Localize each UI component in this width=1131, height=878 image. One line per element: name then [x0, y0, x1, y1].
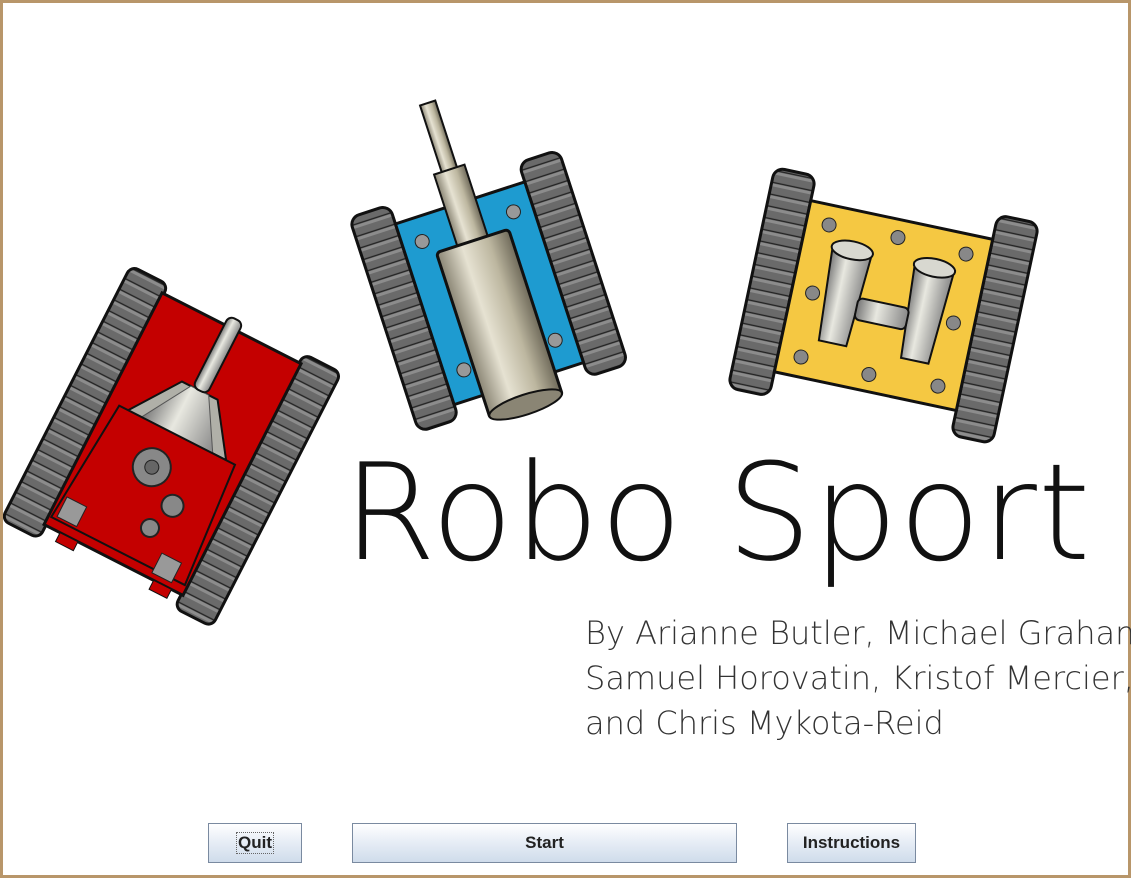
- credits-line-2: Samuel Horovatin, Kristof Mercier,: [585, 659, 1131, 697]
- quit-button[interactable]: Quit: [208, 823, 302, 863]
- credits-line-3: and Chris Mykota-Reid: [585, 704, 944, 742]
- blue-robot-icon: [350, 99, 627, 431]
- quit-button-label: Quit: [236, 832, 274, 854]
- robot-artwork: [3, 99, 1039, 626]
- red-robot-icon: [3, 267, 340, 626]
- start-button-label: Start: [525, 833, 564, 852]
- instructions-button[interactable]: Instructions: [787, 823, 916, 863]
- start-button[interactable]: Start: [352, 823, 737, 863]
- instructions-button-label: Instructions: [802, 833, 901, 852]
- game-title: Robo Sport: [343, 435, 1092, 591]
- credits-text: By Arianne Butler, Michael Graham, Samue…: [585, 611, 1131, 746]
- yellow-robot-icon: [728, 167, 1039, 444]
- credits-line-1: By Arianne Butler, Michael Graham,: [585, 614, 1131, 652]
